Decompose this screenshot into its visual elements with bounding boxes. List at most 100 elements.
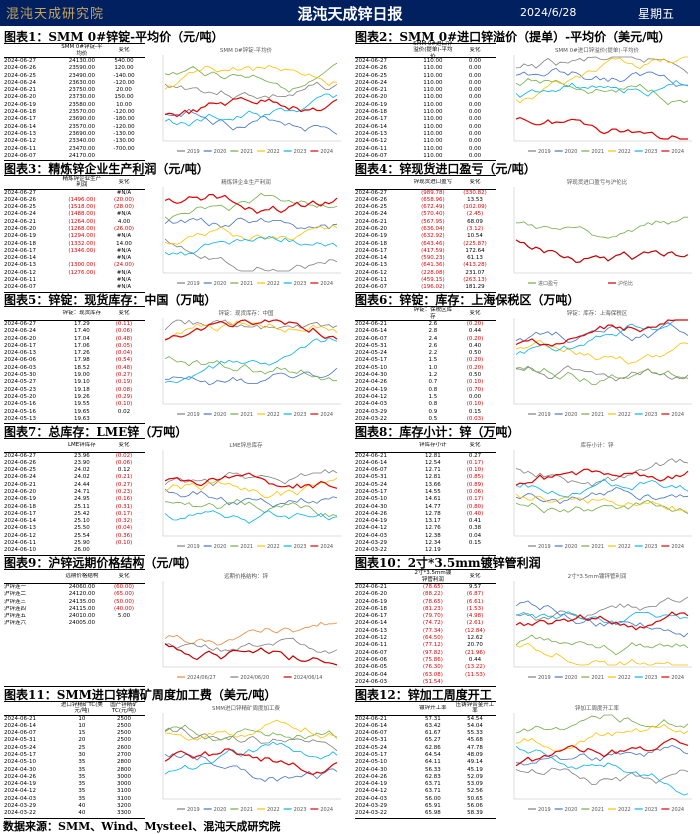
cell-value: (0.06) bbox=[115, 328, 133, 335]
legend-label: 2021 bbox=[591, 149, 604, 155]
table-header: 远期价格结构 变化 bbox=[4, 570, 145, 584]
row-label: 2024-04-26 bbox=[355, 379, 387, 386]
table-row: 2024-06-27 24130.00 540.00 bbox=[4, 58, 145, 65]
series-line bbox=[164, 319, 338, 341]
row-label: 2024-06-14 bbox=[4, 722, 36, 729]
cell-value: 110.00 bbox=[423, 94, 443, 101]
legend-label: 2024 bbox=[320, 149, 333, 155]
table-row: 2024-06-03 (51.54) bbox=[355, 679, 496, 686]
row-label: 2024-06-19 bbox=[4, 496, 36, 503]
table-row: 2024-05-10 14.61 (0.17) bbox=[355, 496, 496, 503]
data-source-note: 数据来源：SMM、Wind、Mysteel、混沌天成研究院 bbox=[3, 820, 281, 833]
table-row: 2024-06-21 (567.95) 68.09 bbox=[355, 219, 496, 226]
row-label: 2024-05-31 bbox=[355, 737, 387, 744]
cell-value: (0.40) bbox=[466, 510, 484, 517]
cell-value: 30 bbox=[78, 751, 86, 758]
table-row: 2024-03-29 12.34 0.15 bbox=[355, 540, 496, 547]
row-label: 2024-04-12 bbox=[355, 393, 387, 400]
table-row: 2024-06-13 (641.36) (413.28) bbox=[355, 262, 496, 269]
row-label: 2024-06-14 bbox=[355, 620, 387, 627]
row-label: 2024-06-18 bbox=[355, 605, 387, 612]
data-table: 2寸*3.5mm镀锌管利润 变化 2024-06-21 (78.65) 9.57 2024… bbox=[355, 569, 496, 687]
table-row: 2024-06-21 57.31 54.54 bbox=[355, 716, 496, 723]
cell-value: (1518.00) bbox=[68, 204, 96, 211]
row-label: 2024-06-14 bbox=[4, 123, 36, 130]
cell-value: (0.85) bbox=[466, 474, 484, 481]
chart-svg: 库存小计：锌 2019 2020 2021 2022 2023 2024 bbox=[513, 441, 692, 550]
series-line bbox=[515, 468, 689, 486]
cell-value: 110.00 bbox=[423, 130, 443, 137]
cell-value: 10.54 bbox=[467, 233, 483, 240]
table-row: 2024-06-12 (64.50) 12.62 bbox=[355, 635, 496, 642]
series-line bbox=[515, 216, 688, 239]
cell-value: #N/A bbox=[116, 189, 132, 196]
company-logo: 混沌天成研究院 bbox=[6, 7, 105, 22]
cell-value: 2.8 bbox=[428, 328, 438, 335]
cell-value: 17.04 bbox=[74, 335, 90, 342]
row-label: 2024-06-20 bbox=[4, 335, 36, 342]
cell-value: 1.2 bbox=[428, 372, 438, 379]
cell-value: 110.00 bbox=[423, 123, 443, 130]
cell-value: 23340.00 bbox=[68, 138, 95, 145]
panel-3: 图表3：精炼锌企业生产利润（元/吨） 精炼锌企业生产利润 变化 2024-06-27 #… bbox=[2, 160, 347, 293]
report-weekday: 星期五 bbox=[638, 7, 675, 21]
table-row: 2024-05-16 19.55 (0.10) bbox=[4, 401, 145, 408]
row-label: 2024-06-11 bbox=[4, 145, 36, 152]
table-row: 2024-05-16 19.65 0.02 bbox=[4, 409, 145, 416]
panel-9: 图表9：沪锌远期价格结构（元/吨） 远期价格结构 变化 沪锌连一 24060.00 (60… bbox=[2, 554, 347, 687]
cell-value: (78.65) bbox=[422, 584, 443, 590]
table-header: 锌锭：保税区库存 变化 bbox=[355, 307, 496, 321]
row-label: 2024-06-18 bbox=[355, 240, 387, 247]
chart-thumbnail: 锌加工周度开工率 2019 2020 2021 2022 2023 2024 bbox=[498, 701, 696, 817]
cell-value: 0.44 bbox=[468, 328, 482, 335]
row-label: 2024-06-21 bbox=[355, 321, 387, 327]
legend-label: 2022 bbox=[267, 281, 280, 287]
table-header: SMM 0#进口锌溢价(提单)-平均价 变化 bbox=[355, 41, 496, 60]
table-row: 2024-06-25 (1518.00) (28.00) bbox=[4, 204, 145, 211]
panel-8: 图表8：库存小计：锌（万吨） 锌库存小计 变化 2024-06-21 12.81 0.27… bbox=[353, 423, 698, 556]
panel-title: 图表3：精炼锌企业生产利润（元/吨） bbox=[4, 161, 209, 176]
series-line bbox=[515, 478, 689, 497]
table-row: 2024-06-17 23690.00 -180.00 bbox=[4, 116, 145, 123]
table-row: 2024-06-13 23690.00 -130.00 bbox=[4, 131, 145, 138]
series-line bbox=[164, 621, 338, 646]
chart-title: 远期价格结构：锌 bbox=[224, 572, 269, 580]
cell-value: (459.15) bbox=[421, 277, 445, 284]
table-row: 2024-06-12 (228.08) 231.07 bbox=[355, 270, 496, 277]
row-label: 2024-04-03 bbox=[4, 795, 36, 802]
cell-value: 65.98 bbox=[425, 810, 441, 817]
table-row: 2024-06-26 23.90 (0.06) bbox=[4, 460, 145, 467]
legend-label: 2023 bbox=[645, 675, 658, 681]
table-row: 2024-04-19 13.17 0.41 bbox=[355, 518, 496, 525]
row-label: 2024-06-13 bbox=[4, 350, 36, 357]
row-label: 2024-06-27 bbox=[355, 58, 387, 64]
cell-value: 62.83 bbox=[425, 773, 441, 780]
cell-value: (0.32) bbox=[115, 518, 133, 525]
cell-value: -180.00 bbox=[113, 116, 135, 123]
cell-value: (0.17) bbox=[466, 496, 484, 503]
row-label: 2024-03-29 bbox=[4, 803, 36, 810]
row-label: 2024-04-19 bbox=[4, 781, 36, 788]
chart-thumbnail: LME锌总库存 2019 2020 2021 2022 2023 2024 bbox=[147, 438, 345, 554]
row-label: 2024-04-19 bbox=[355, 781, 387, 788]
row-label: 2024-06-19 bbox=[4, 101, 36, 108]
row-label: 2024-05-10 bbox=[355, 496, 387, 503]
legend-label: 2019 bbox=[538, 149, 551, 155]
legend-label: 2023 bbox=[294, 807, 307, 813]
cell-value: 110.00 bbox=[423, 101, 443, 108]
row-label: 2024-04-26 bbox=[355, 773, 387, 780]
table-row: 沪锌连六 24005.00 bbox=[4, 620, 145, 627]
cell-value: (228.08) bbox=[421, 269, 445, 276]
cell-value bbox=[61, 255, 103, 262]
legend-label: 2022 bbox=[618, 675, 631, 681]
legend-label: 2021 bbox=[591, 807, 604, 813]
row-label: 2024-06-25 bbox=[4, 467, 36, 474]
chart-title: 精炼锌企业生产利润 bbox=[221, 178, 271, 186]
cell-value: (6.87) bbox=[466, 591, 484, 598]
cell-value: -120.00 bbox=[113, 123, 135, 130]
row-label: 2024-06-14 bbox=[355, 123, 387, 130]
row-label: 2024-06-20 bbox=[4, 488, 36, 495]
cell-value: 23570.00 bbox=[68, 123, 95, 130]
table-row: 2024-06-11 (459.15) (263.13) bbox=[355, 277, 496, 284]
